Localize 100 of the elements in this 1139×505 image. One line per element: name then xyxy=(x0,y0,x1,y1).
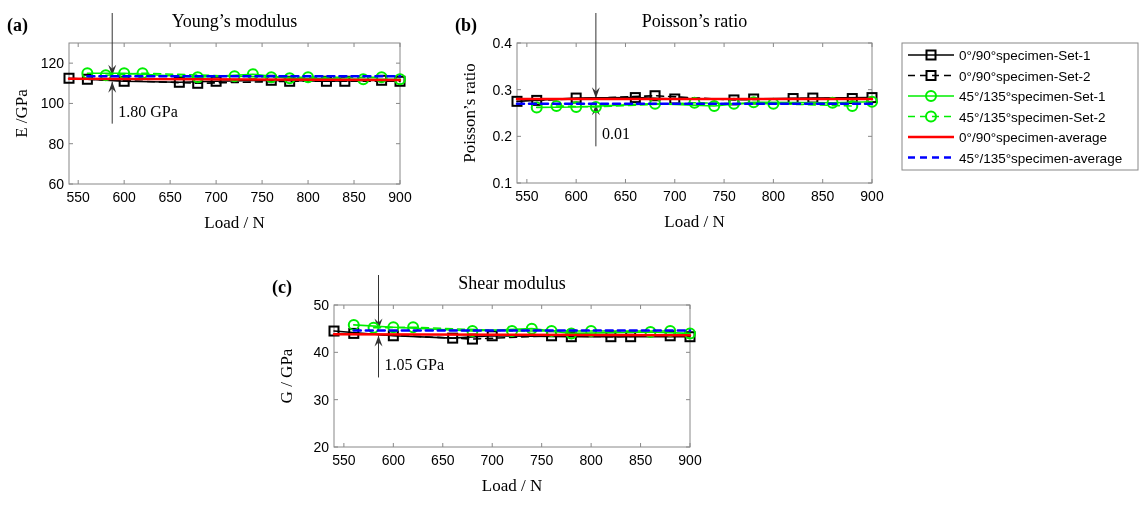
point xyxy=(550,100,563,112)
y-tick-label: 40 xyxy=(313,344,330,361)
chart-title: Young’s modulus xyxy=(171,11,298,31)
point xyxy=(545,325,558,338)
point xyxy=(531,94,543,106)
y-tick-label: 60 xyxy=(48,176,65,192)
x-tick-label: 800 xyxy=(296,189,320,205)
legend-label: 0°/90°specimen-Set-2 xyxy=(959,68,1091,84)
point xyxy=(727,97,740,110)
x-tick-label: 750 xyxy=(250,189,274,205)
point xyxy=(846,100,859,112)
x-tick-label: 850 xyxy=(811,188,835,204)
x-tick-label: 550 xyxy=(332,452,356,468)
x-tick-label: 750 xyxy=(529,452,554,468)
x-tick-label: 600 xyxy=(112,189,137,205)
x-axis-title: Load / N xyxy=(664,212,725,231)
x-tick-label: 800 xyxy=(761,188,786,204)
point xyxy=(649,90,661,102)
y-axis-title: G / GPa xyxy=(277,348,296,404)
point xyxy=(866,92,878,104)
y-axis-title: Poisson’s ratio xyxy=(460,63,479,163)
x-tick-label: 600 xyxy=(564,188,589,204)
point xyxy=(684,331,696,343)
point xyxy=(328,325,340,337)
point xyxy=(367,321,380,334)
point xyxy=(486,330,498,342)
text: (a) xyxy=(7,15,28,36)
point xyxy=(387,330,399,342)
annotation: 0.01 xyxy=(601,125,630,143)
text: (c) xyxy=(272,277,292,298)
legend-label: 45°/135°specimen-average xyxy=(959,150,1123,166)
point xyxy=(565,327,578,340)
x-tick-label: 850 xyxy=(342,189,366,205)
chart-title: Shear modulus xyxy=(458,273,566,293)
point xyxy=(649,97,662,110)
legend-label: 45°/135°specimen-Set-2 xyxy=(959,109,1106,125)
point xyxy=(570,92,582,104)
x-tick-label: 600 xyxy=(381,452,406,468)
point xyxy=(589,100,602,113)
point xyxy=(511,95,523,107)
point xyxy=(585,325,598,338)
point xyxy=(407,321,420,334)
point xyxy=(466,325,479,338)
y-tick-label: 20 xyxy=(313,439,330,455)
y-tick-label: 80 xyxy=(48,135,65,152)
x-axis-title: Load / N xyxy=(204,213,265,232)
point xyxy=(684,327,696,340)
legend-label: 0°/90°specimen-Set-1 xyxy=(959,48,1091,63)
y-tick-label: 100 xyxy=(40,95,65,112)
chart-title: Poisson’s ratio xyxy=(641,11,748,31)
point xyxy=(669,93,681,105)
point xyxy=(347,318,360,331)
point xyxy=(348,327,360,339)
point xyxy=(664,325,677,338)
x-tick-label: 750 xyxy=(712,188,736,204)
y-axis-title: E /GPa xyxy=(12,88,31,138)
x-tick-label: 550 xyxy=(66,189,91,205)
point xyxy=(846,93,858,105)
point xyxy=(530,101,543,114)
annotation: 1.05 GPa xyxy=(384,356,445,374)
x-tick-label: 900 xyxy=(388,189,412,205)
x-tick-label: 700 xyxy=(663,188,687,204)
text: (b) xyxy=(455,15,477,36)
x-tick-label: 650 xyxy=(431,452,455,468)
y-tick-label: 0.1 xyxy=(492,175,513,191)
x-tick-label: 900 xyxy=(860,188,884,204)
point xyxy=(787,93,799,105)
x-axis-title: Load / N xyxy=(481,476,543,495)
point xyxy=(466,333,478,345)
y-tick-label: 50 xyxy=(313,297,330,313)
point xyxy=(625,331,637,343)
y-tick-label: 0.2 xyxy=(492,128,513,145)
point xyxy=(570,100,583,113)
x-tick-label: 850 xyxy=(628,452,653,468)
legend-label: 0°/90°specimen-average xyxy=(959,130,1108,145)
x-tick-label: 700 xyxy=(204,189,228,205)
point xyxy=(826,96,839,109)
point xyxy=(866,95,878,108)
x-tick-label: 800 xyxy=(579,452,603,468)
y-tick-label: 120 xyxy=(40,55,65,72)
point xyxy=(506,325,518,338)
point xyxy=(767,97,780,110)
y-tick-label: 0.4 xyxy=(492,35,513,51)
point xyxy=(747,96,760,109)
point xyxy=(525,322,538,335)
x-tick-label: 900 xyxy=(678,452,702,468)
x-tick-label: 550 xyxy=(515,188,539,204)
point xyxy=(688,96,701,109)
x-tick-label: 650 xyxy=(158,189,183,205)
annotation: 1.80 GPa xyxy=(118,102,178,120)
x-tick-label: 650 xyxy=(613,188,638,204)
x-tick-label: 700 xyxy=(480,452,505,468)
point xyxy=(708,100,721,112)
y-tick-label: 0.3 xyxy=(492,81,513,98)
point xyxy=(629,92,641,104)
legend-label: 45°/135°specimen-Set-1 xyxy=(959,89,1106,104)
point xyxy=(644,325,657,338)
point xyxy=(387,321,400,334)
y-tick-label: 30 xyxy=(313,391,330,408)
point xyxy=(807,92,819,104)
